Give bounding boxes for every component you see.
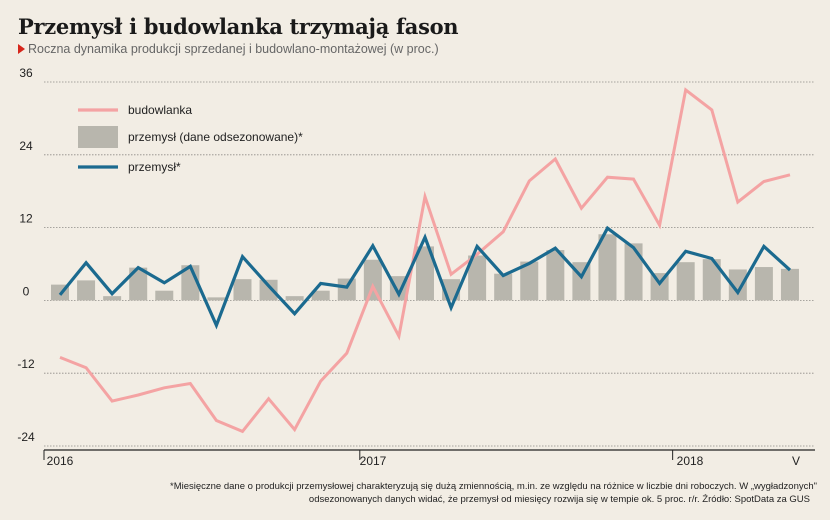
bar-przemysl-odsezonowany <box>285 296 304 301</box>
bar-przemysl-odsezonowany <box>728 269 747 301</box>
legend-label: przemysł (dane odsezonowane)* <box>128 130 303 144</box>
bar-przemysl-odsezonowany <box>103 296 122 301</box>
legend-label: przemysł* <box>128 160 181 174</box>
x-axis: 2016 2017 2018 V <box>43 449 815 468</box>
bar-przemysl-odsezonowany <box>468 255 487 301</box>
legend-swatch <box>78 126 118 148</box>
footnote-line-1: *Miesięczne dane o produkcji przemysłowe… <box>170 481 818 492</box>
line-series <box>58 87 792 434</box>
bar-przemysl-odsezonowany <box>233 279 252 301</box>
y-tick-label: 0 <box>23 284 30 298</box>
footnote-line-2: odsezonowanych danych widać, że przemysł… <box>308 494 810 505</box>
bar-przemysl-odsezonowany <box>754 267 773 301</box>
y-tick-label: 36 <box>19 66 33 80</box>
bar-przemysl-odsezonowany <box>77 280 96 301</box>
x-tick-label: 2017 <box>360 454 387 468</box>
bar-przemysl-odsezonowany <box>337 278 356 301</box>
line-budowlanka <box>59 87 791 434</box>
bar-przemysl-odsezonowany <box>129 267 148 301</box>
x-tick-label: 2018 <box>677 454 704 468</box>
x-tick-label: 2016 <box>47 454 74 468</box>
legend: budowlanka przemysł (dane odsezonowane)* p… <box>78 103 303 174</box>
triangle-marker-icon <box>18 44 25 54</box>
chart-title: Przemysł i budowlanka trzymają fason <box>18 14 459 39</box>
bar-przemysl-odsezonowany <box>520 261 539 301</box>
bar-przemysl-odsezonowany <box>624 243 643 301</box>
bar-series <box>51 234 799 301</box>
bar-przemysl-odsezonowany <box>207 297 226 301</box>
x-tick-label: V <box>792 454 800 468</box>
y-axis-labels: -24 -12 0 12 24 36 <box>17 66 35 444</box>
bar-przemysl-odsezonowany <box>494 273 513 301</box>
y-tick-label: 24 <box>19 139 33 153</box>
y-tick-label: -12 <box>17 357 35 371</box>
y-tick-label: 12 <box>19 212 33 226</box>
line-przemysl <box>58 225 792 330</box>
bar-przemysl-odsezonowany <box>702 259 721 301</box>
bar-przemysl-odsezonowany <box>598 234 617 301</box>
bar-przemysl-odsezonowany <box>311 290 330 301</box>
bar-przemysl-odsezonowany <box>780 268 799 301</box>
y-tick-label: -24 <box>17 430 35 444</box>
footnote: *Miesięczne dane o produkcji przemysłowe… <box>170 480 818 506</box>
bar-przemysl-odsezonowany <box>676 262 695 301</box>
bar-przemysl-odsezonowany <box>415 246 434 301</box>
chart-subtitle: Roczna dynamika produkcji sprzedanej i b… <box>18 42 439 56</box>
legend-label: budowlanka <box>128 103 192 117</box>
subtitle-text: Roczna dynamika produkcji sprzedanej i b… <box>28 42 439 56</box>
bar-przemysl-odsezonowany <box>155 290 174 301</box>
bar-przemysl-odsezonowany <box>259 279 278 301</box>
bar-przemysl-odsezonowany <box>546 250 565 301</box>
bar-przemysl-odsezonowany <box>363 259 382 301</box>
